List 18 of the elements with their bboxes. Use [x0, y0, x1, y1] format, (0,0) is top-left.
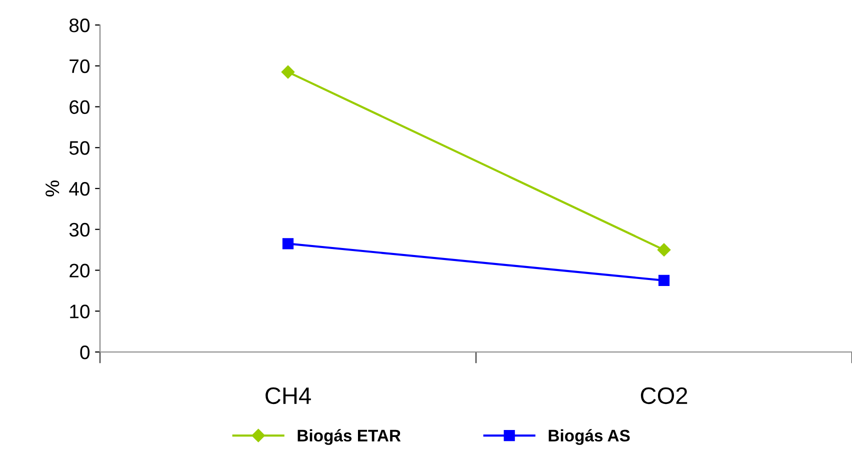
legend-label: Biogás ETAR	[298, 429, 401, 445]
y-tick-label: 60	[70, 100, 90, 114]
point	[281, 65, 295, 79]
y-axis-title: %	[46, 180, 60, 196]
legend-label: Biogás AS	[548, 429, 630, 445]
point	[657, 243, 671, 256]
point	[282, 238, 294, 250]
y-tick-label: 0	[80, 345, 90, 360]
point	[658, 274, 670, 286]
x-tick-label: CO2	[640, 387, 688, 404]
y-tick-label: 70	[70, 59, 90, 74]
y-tick-label: 20	[70, 264, 90, 278]
y-tick-label: 50	[69, 141, 90, 155]
x-tick-label: CH4	[266, 387, 311, 404]
y-tick-label: 80	[69, 18, 90, 32]
y-tick-label: 10	[70, 304, 90, 318]
y-tick-label: 40	[69, 182, 90, 196]
y-tick-label: 30	[69, 222, 90, 237]
